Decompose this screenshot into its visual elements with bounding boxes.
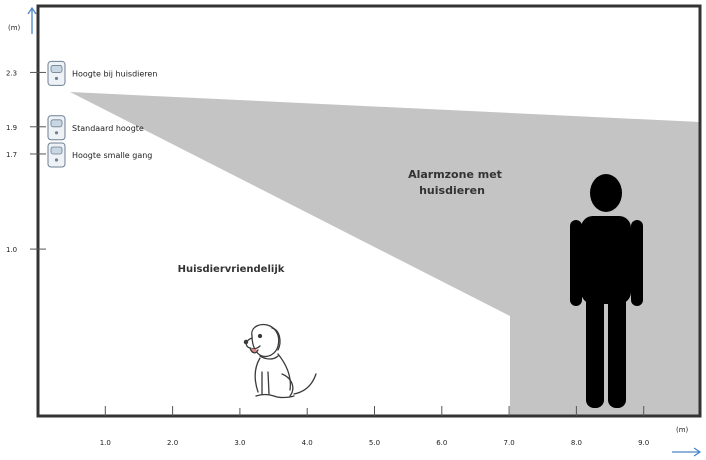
pet-friendly-zone-label: Huisdiervriendelijk bbox=[178, 264, 285, 275]
motion-sensor-icon bbox=[47, 115, 66, 141]
sensor-item: Hoogte bij huisdieren bbox=[47, 60, 157, 86]
x-tick-label: 8.0 bbox=[571, 439, 582, 447]
x-tick-label: 6.0 bbox=[436, 439, 447, 447]
sensor-label: Hoogte smalle gang bbox=[72, 151, 152, 160]
sensor-item: Standaard hoogte bbox=[47, 115, 144, 141]
y-axis-arrow bbox=[27, 6, 37, 34]
person-silhouette bbox=[570, 174, 643, 408]
x-axis-unit: (m) bbox=[676, 426, 689, 434]
alarm-zone bbox=[70, 92, 700, 416]
motion-sensor-icon bbox=[47, 142, 66, 168]
x-tick-label: 1.0 bbox=[100, 439, 111, 447]
x-tick-label: 7.0 bbox=[504, 439, 515, 447]
y-axis-ticks: 2.3 1.9 1.7 1.0 bbox=[6, 69, 46, 254]
dog-illustration bbox=[222, 314, 344, 408]
x-tick-label: 3.0 bbox=[234, 439, 245, 447]
y-tick-label: 1.0 bbox=[6, 246, 17, 254]
sensor-item: Hoogte smalle gang bbox=[47, 142, 152, 168]
plot-frame bbox=[36, 4, 702, 418]
y-tick-label: 1.9 bbox=[6, 124, 17, 132]
alarm-zone-label-line1: Alarmzone met bbox=[408, 168, 502, 181]
x-axis-arrow bbox=[672, 447, 702, 457]
alarm-zone-label-line2: huisdieren bbox=[419, 184, 485, 197]
y-axis-unit: (m) bbox=[8, 24, 21, 32]
x-tick-label: 4.0 bbox=[302, 439, 313, 447]
x-tick-label: 9.0 bbox=[638, 439, 649, 447]
x-axis-ticks: 1.0 2.0 3.0 4.0 5.0 6.0 7.0 8.0 9.0 bbox=[100, 406, 649, 447]
y-tick-label: 2.3 bbox=[6, 69, 17, 77]
motion-sensor-icon bbox=[47, 60, 66, 86]
y-tick-label: 1.7 bbox=[6, 151, 17, 159]
sensor-label: Standaard hoogte bbox=[72, 124, 144, 133]
sensor-label: Hoogte bij huisdieren bbox=[72, 69, 157, 78]
sensor-list: Hoogte bij huisdieren Standaard hoogte Hoo… bbox=[47, 60, 157, 168]
x-tick-label: 2.0 bbox=[167, 439, 178, 447]
x-tick-label: 5.0 bbox=[369, 439, 380, 447]
